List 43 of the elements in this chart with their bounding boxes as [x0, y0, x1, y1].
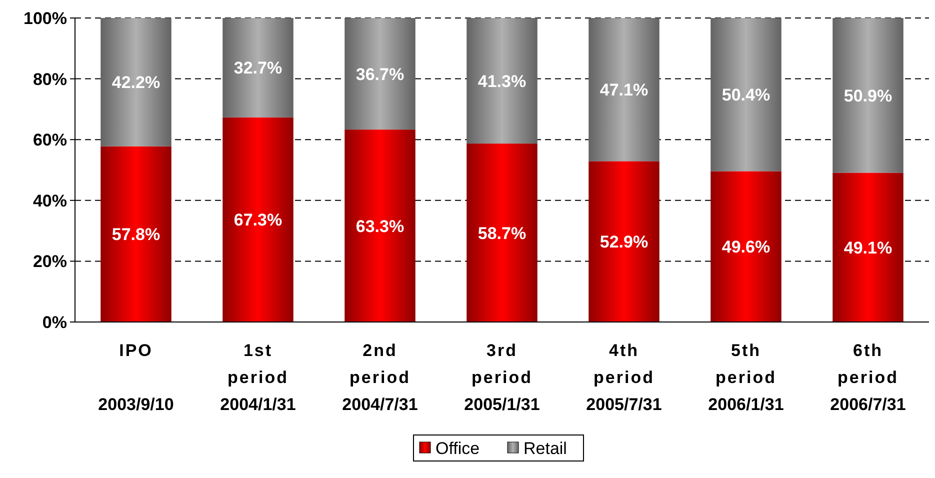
- x-tick-label: 3rd period 2005/1/31: [464, 341, 540, 414]
- text: 47.1%: [600, 80, 648, 100]
- category-label: IPO 2003/9/10: [98, 341, 174, 414]
- bar: [222, 18, 294, 118]
- y-tick-label: 80%: [32, 70, 67, 89]
- bar: [588, 18, 660, 162]
- bar: [100, 146, 172, 322]
- text: 50.9%: [844, 86, 892, 106]
- text: 41.3%: [478, 72, 526, 91]
- text: 49.6%: [722, 238, 770, 257]
- x-tick-label: 2nd period 2004/7/31: [342, 341, 418, 414]
- text: 32.7%: [234, 58, 282, 78]
- bar: [344, 130, 416, 322]
- bar: [466, 18, 538, 144]
- y-tick-label: 40%: [32, 191, 67, 210]
- y-tick-label: 60%: [32, 130, 67, 150]
- legend-label: Retail: [524, 439, 567, 458]
- bar: [222, 117, 294, 322]
- x-tick-label: 6th period 2006/7/31: [830, 341, 906, 414]
- bar: [710, 18, 782, 172]
- bar: [588, 161, 660, 322]
- bar: [832, 172, 904, 322]
- x-tick-label: 4th period 2005/7/31: [586, 341, 662, 414]
- y-tick-label: 100%: [24, 9, 67, 28]
- text: 36.7%: [356, 64, 404, 84]
- text: 63.3%: [356, 216, 404, 236]
- bar: [466, 144, 538, 322]
- text: 57.8%: [112, 225, 160, 244]
- text: 52.9%: [600, 232, 648, 252]
- y-tick-label: 0%: [42, 313, 67, 332]
- x-tick-label: 5th period 2006/1/31: [708, 341, 784, 414]
- y-tick-label: 20%: [32, 252, 67, 272]
- bar: [710, 171, 782, 322]
- text: 42.2%: [112, 73, 160, 92]
- bar: [100, 18, 172, 146]
- bar: [832, 18, 904, 173]
- x-tick-label: 1st period 2004/1/31: [220, 341, 296, 414]
- text: 58.7%: [478, 224, 526, 243]
- bar: [344, 18, 416, 130]
- text: 49.1%: [844, 238, 892, 258]
- legend-label: Office: [436, 439, 480, 458]
- text: 67.3%: [234, 210, 282, 230]
- text: 50.4%: [722, 86, 770, 105]
